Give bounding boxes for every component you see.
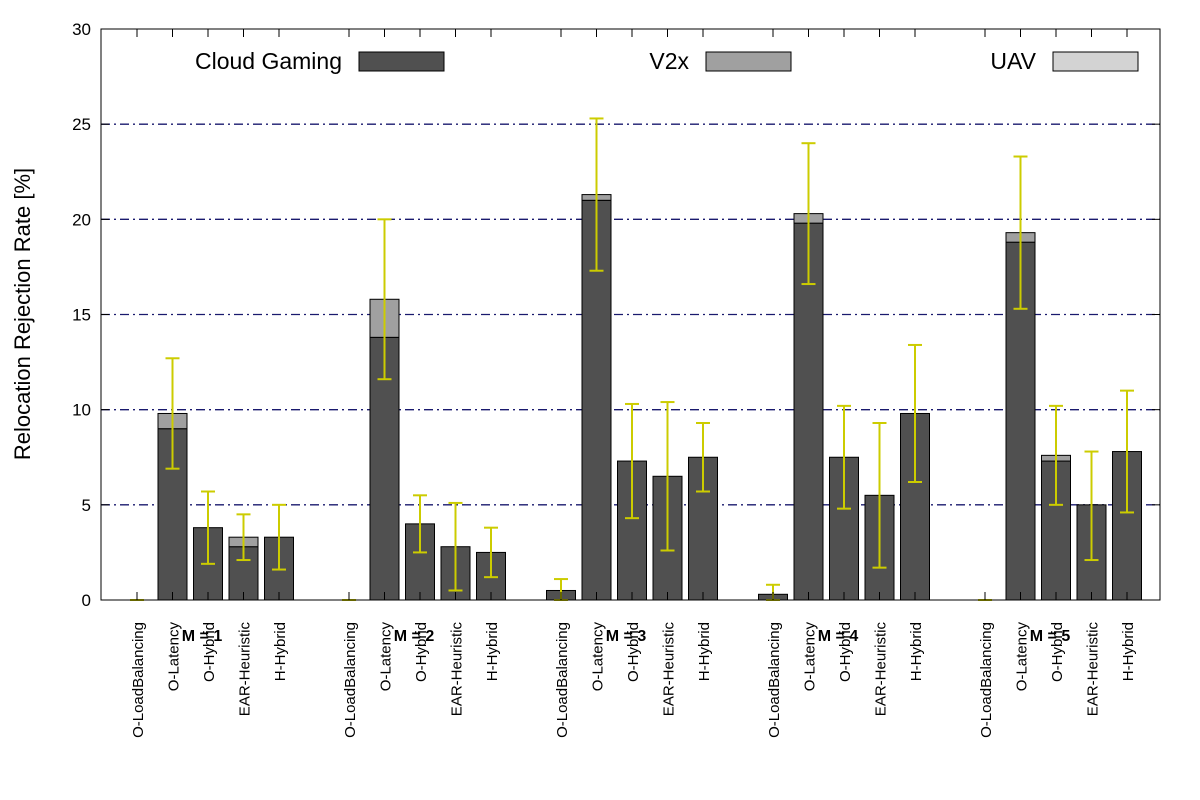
y-tick-label: 20 (72, 210, 91, 229)
legend-label: V2x (649, 48, 689, 74)
x-tick-label: O-Hybrid (413, 622, 430, 682)
x-tick-label: O-LoadBalancing (554, 622, 571, 738)
legend-label: Cloud Gaming (195, 48, 342, 74)
legend-swatch (358, 51, 445, 72)
legend-swatch (705, 51, 792, 72)
x-axis: O-LoadBalancing O-Latency O-Hybrid EAR-Heur… (130, 622, 1137, 738)
x-tick-label: H-Hybrid (696, 622, 713, 681)
x-tick-label: O-Latency (378, 622, 395, 692)
y-tick-label: 15 (72, 306, 91, 325)
x-tick-label: O-Hybrid (625, 622, 642, 682)
legend-label: UAV (990, 48, 1036, 74)
group-label: M = 5 (1030, 628, 1071, 645)
grid-lines (101, 123, 1160, 506)
x-tick-label: H-Hybrid (1120, 622, 1137, 681)
bars (157, 194, 1142, 601)
group-label: M = 1 (182, 628, 223, 645)
y-axis-label: Relocation Rejection Rate [%] (10, 168, 35, 460)
y-tick-label: 25 (72, 115, 91, 134)
x-tick-label: EAR-Heuristic (237, 622, 254, 717)
group-label: M = 3 (606, 628, 647, 645)
x-tick-label: H-Hybrid (908, 622, 925, 681)
x-tick-label: O-LoadBalancing (978, 622, 995, 738)
x-tick-label: EAR-Heuristic (449, 622, 466, 717)
y-tick-label: 30 (72, 20, 91, 39)
group-label: M = 4 (818, 628, 859, 645)
y-tick-label: 5 (82, 496, 91, 515)
x-tick-label: O-Hybrid (837, 622, 854, 682)
x-tick-label: O-Hybrid (201, 622, 218, 682)
legend: Cloud Gaming V2x UAV (195, 48, 1139, 74)
x-tick-label: EAR-Heuristic (661, 622, 678, 717)
x-tick-label: O-Latency (590, 622, 607, 692)
x-tick-label: EAR-Heuristic (873, 622, 890, 717)
x-tick-label: H-Hybrid (484, 622, 501, 681)
x-tick-label: O-Latency (166, 622, 183, 692)
y-axis: 0 5 10 15 20 25 30 (72, 20, 1160, 610)
x-tick-label: O-LoadBalancing (130, 622, 147, 738)
bar-segment (369, 336, 400, 601)
x-tick-label: H-Hybrid (272, 622, 289, 681)
x-tick-label: EAR-Heuristic (1085, 622, 1102, 717)
legend-swatch (1052, 51, 1139, 72)
x-tick-label: O-Hybrid (1049, 622, 1066, 682)
group-label: M = 2 (394, 628, 435, 645)
y-tick-label: 0 (82, 591, 91, 610)
bar-segment (793, 222, 824, 601)
x-tick-label: O-Latency (802, 622, 819, 692)
x-tick-label: O-LoadBalancing (342, 622, 359, 738)
x-tick-label: O-Latency (1014, 622, 1031, 692)
y-tick-label: 10 (72, 401, 91, 420)
x-tick-label: O-LoadBalancing (766, 622, 783, 738)
